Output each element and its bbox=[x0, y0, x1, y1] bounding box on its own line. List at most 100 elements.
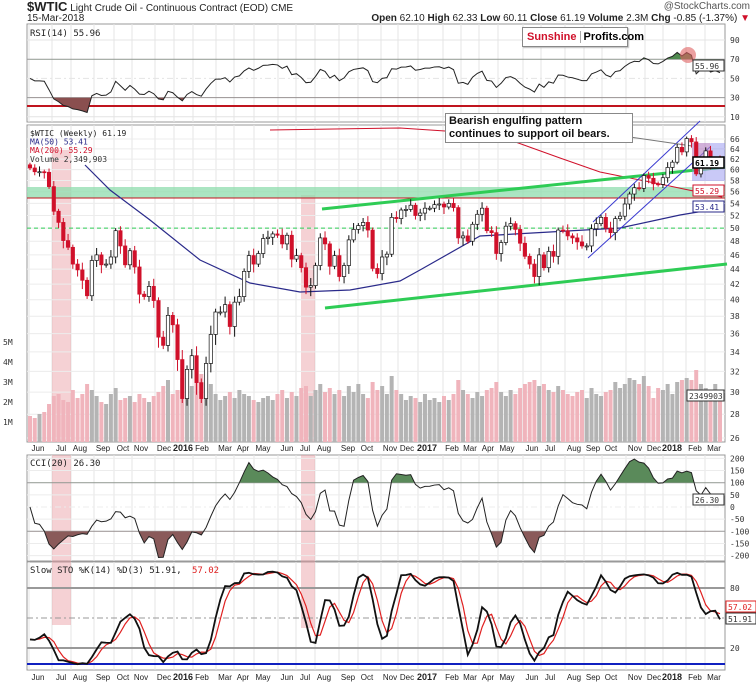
volume-bar bbox=[365, 398, 370, 442]
volume-bar bbox=[456, 380, 461, 442]
candle-body bbox=[418, 212, 423, 216]
chart-title: $WTIC Light Crude Oil - Continuous Contr… bbox=[27, 0, 293, 15]
x-tick-label-bottom: Jun bbox=[526, 673, 539, 682]
candle-body bbox=[675, 147, 680, 163]
volume-bar bbox=[518, 388, 523, 442]
candle-body bbox=[508, 223, 513, 227]
x-tick-label: Sep bbox=[96, 444, 111, 453]
candle-body bbox=[270, 233, 275, 238]
volume-bar bbox=[451, 394, 456, 442]
sto-tick-label: 80 bbox=[730, 584, 740, 593]
volume-bar bbox=[237, 390, 242, 442]
volume-bar bbox=[151, 396, 156, 442]
volume-bar bbox=[608, 390, 613, 442]
candle-body bbox=[303, 267, 309, 288]
candle-body bbox=[123, 245, 128, 266]
cci-last-tag-box bbox=[692, 493, 725, 506]
candle-body bbox=[284, 234, 290, 245]
volume-bar bbox=[113, 388, 118, 442]
volume-bar bbox=[185, 384, 190, 442]
candle-body bbox=[399, 209, 404, 219]
x-tick-label: Jun bbox=[526, 444, 539, 453]
ma50-line bbox=[84, 164, 723, 293]
volume-bar bbox=[342, 396, 347, 442]
support-zone bbox=[27, 187, 725, 198]
high-label: High bbox=[427, 13, 450, 24]
volume-bar bbox=[142, 398, 147, 442]
candle-body bbox=[579, 241, 585, 247]
volume-bar bbox=[204, 388, 209, 442]
candle-body bbox=[337, 255, 342, 277]
ma200-last-tag: 55.29 bbox=[695, 187, 719, 196]
x-tick-label-bottom: 2017 bbox=[417, 672, 437, 682]
candle-body bbox=[413, 204, 418, 216]
candle-body bbox=[432, 204, 437, 209]
candle-body bbox=[365, 222, 370, 231]
price-tick-label: 60 bbox=[730, 166, 740, 175]
candle-body bbox=[346, 239, 351, 266]
x-tick-label-bottom: 2016 bbox=[173, 672, 193, 682]
candle-body bbox=[332, 255, 337, 267]
candle-body bbox=[242, 271, 247, 297]
volume-bar bbox=[494, 382, 499, 442]
candle-body bbox=[289, 234, 294, 260]
volume-bar bbox=[123, 398, 128, 442]
candle-body bbox=[570, 235, 575, 239]
volume-bar bbox=[646, 386, 651, 442]
x-tick-label: Oct bbox=[605, 444, 618, 453]
volume-last-tag: 2349903 bbox=[689, 392, 723, 401]
volume-bar bbox=[427, 400, 432, 442]
x-tick-label-bottom: Oct bbox=[605, 673, 618, 682]
candle-body bbox=[313, 265, 318, 286]
candle-body bbox=[627, 193, 632, 205]
x-tick-label-bottom: Oct bbox=[361, 673, 374, 682]
x-tick-label: Dec bbox=[400, 444, 414, 453]
candle-body bbox=[589, 228, 594, 247]
price-tick-label: 62 bbox=[730, 155, 740, 164]
volume-bar bbox=[470, 398, 475, 442]
x-tick-label-bottom: Jun bbox=[281, 673, 294, 682]
volume-bar bbox=[670, 394, 675, 442]
candle-body bbox=[389, 217, 394, 255]
credit[interactable]: @StockCharts.com bbox=[663, 1, 750, 12]
candle-body bbox=[665, 167, 670, 179]
volume-bar bbox=[175, 390, 180, 442]
candle-body bbox=[80, 269, 85, 281]
candle-body bbox=[646, 175, 651, 179]
volume-bar bbox=[75, 398, 80, 442]
rsi-last-tag-box bbox=[692, 59, 725, 72]
price-legend-item: $WTIC (Weekly) 61.19 bbox=[30, 129, 127, 138]
x-tick-label-bottom: Jul bbox=[56, 673, 66, 682]
candle-body bbox=[403, 209, 408, 211]
volume-bar bbox=[503, 396, 508, 442]
candle-body bbox=[322, 237, 328, 245]
volume-bar bbox=[418, 402, 423, 442]
candle-body bbox=[127, 250, 132, 266]
volume-bar bbox=[318, 384, 323, 442]
volume-bar bbox=[327, 388, 332, 442]
volume-bar bbox=[627, 378, 632, 442]
annotation-box: Bearish engulfing pattern continues to s… bbox=[445, 113, 633, 143]
rsi-last-tag: 55.96 bbox=[695, 62, 719, 71]
volume-bar bbox=[689, 380, 694, 442]
candle-body bbox=[384, 253, 389, 258]
cci-last-tag: 26.30 bbox=[695, 496, 719, 505]
volume-bar bbox=[556, 386, 561, 442]
cci-tick-label: 50 bbox=[730, 491, 740, 500]
volume-tick-label: 5M bbox=[3, 338, 13, 347]
candle-body bbox=[651, 177, 656, 185]
candle-body bbox=[603, 217, 608, 229]
volume-bar bbox=[446, 400, 451, 442]
volume-bar bbox=[85, 384, 90, 442]
candle-body bbox=[608, 227, 613, 233]
volume-bar bbox=[656, 388, 661, 442]
volume-bar bbox=[551, 392, 556, 442]
candle-body bbox=[151, 286, 156, 301]
candle-body bbox=[137, 266, 142, 295]
candle-body bbox=[637, 187, 642, 190]
exchange: CME bbox=[270, 3, 294, 14]
cci-tick-label: 150 bbox=[730, 467, 745, 476]
candle-body bbox=[370, 229, 375, 269]
volume-bar bbox=[618, 388, 623, 442]
volume-bar bbox=[56, 394, 61, 442]
